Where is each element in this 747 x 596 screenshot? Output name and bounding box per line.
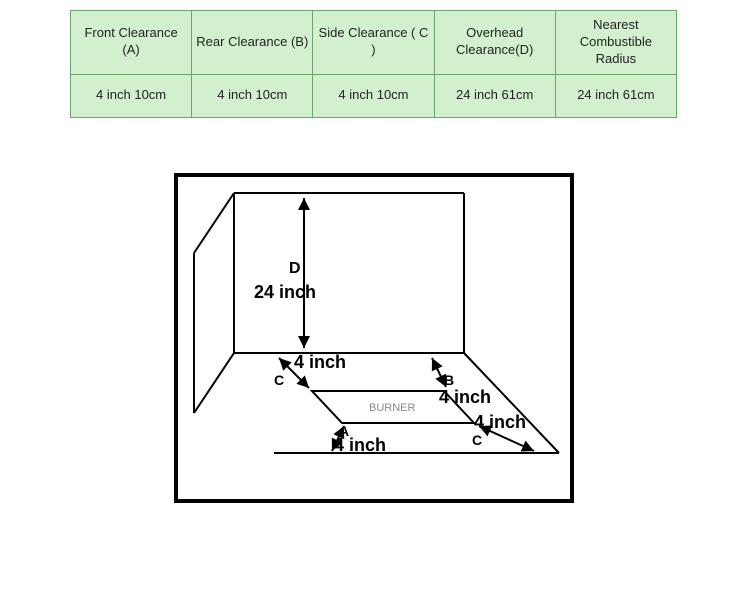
clearance-diagram-wrap: BURNER D 24 inch C 4 inch B 4 inch A 4 i… xyxy=(0,173,747,508)
col-front: Front Clearance (A) xyxy=(71,11,192,75)
dim-C2-label: C xyxy=(472,432,482,448)
col-side: Side Clearance ( C ) xyxy=(313,11,434,75)
cell-front: 4 inch 10cm xyxy=(71,74,192,117)
col-rear: Rear Clearance (B) xyxy=(192,11,313,75)
table-data-row: 4 inch 10cm 4 inch 10cm 4 inch 10cm 24 i… xyxy=(71,74,677,117)
dim-D-label: D xyxy=(289,260,301,277)
clearance-table-wrap: Front Clearance (A) Rear Clearance (B) S… xyxy=(0,0,747,118)
cell-side: 4 inch 10cm xyxy=(313,74,434,117)
dim-B-label: B xyxy=(444,372,454,388)
left-wall-bottom xyxy=(194,353,234,413)
table-header-row: Front Clearance (A) Rear Clearance (B) S… xyxy=(71,11,677,75)
burner-label: BURNER xyxy=(369,402,416,414)
dim-B-value: 4 inch xyxy=(439,387,491,407)
col-combustible: Nearest Combustible Radius xyxy=(555,11,676,75)
dim-C2-value: 4 inch xyxy=(474,412,526,432)
left-wall-topedge xyxy=(194,193,234,253)
cell-rear: 4 inch 10cm xyxy=(192,74,313,117)
dim-C1-value: 4 inch xyxy=(294,352,346,372)
dim-D-value: 24 inch xyxy=(254,282,316,302)
cell-overhead: 24 inch 61cm xyxy=(434,74,555,117)
col-overhead: Overhead Clearance(D) xyxy=(434,11,555,75)
clearance-diagram: BURNER D 24 inch C 4 inch B 4 inch A 4 i… xyxy=(174,173,574,503)
cell-combustible: 24 inch 61cm xyxy=(555,74,676,117)
dim-C1-label: C xyxy=(274,372,284,388)
dim-A-value: 4 inch xyxy=(334,435,386,455)
clearance-table: Front Clearance (A) Rear Clearance (B) S… xyxy=(70,10,677,118)
